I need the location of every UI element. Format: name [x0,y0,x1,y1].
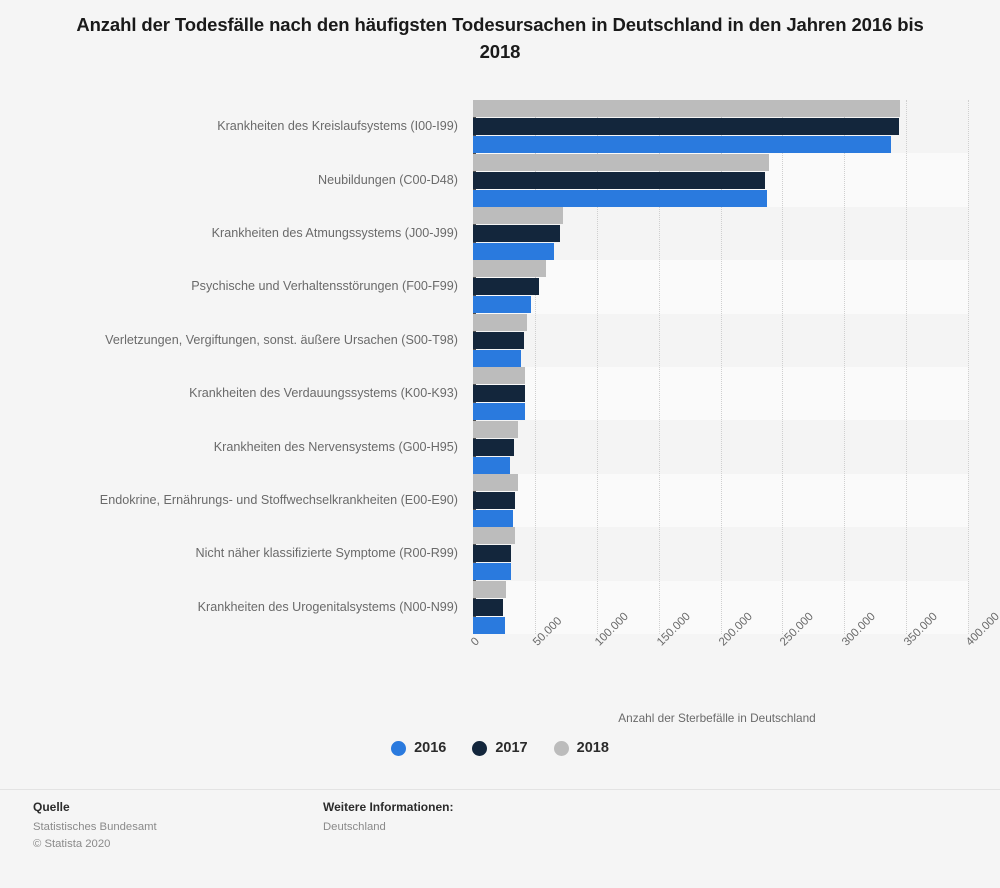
category-axis-labels: Krankheiten des Kreislaufsystems (I00-I9… [0,100,458,634]
additional-info-heading: Weitere Informationen: [323,800,454,814]
legend-label: 2017 [495,740,528,756]
gridline [782,100,784,634]
legend-swatch-icon [391,740,407,756]
bar-2018-8[interactable] [473,527,516,545]
value-axis-ticks: 0 50.000 100.000 150.000 200.000 250.000 300.0… [0,611,1000,704]
bar-2018-9[interactable] [473,580,507,598]
bar-2016-7[interactable] [473,510,513,527]
bar-2018-1[interactable] [473,153,769,171]
legend-swatch-icon [553,740,569,756]
gridline [720,100,722,634]
bar-2018-5[interactable] [473,367,525,385]
category-label: Nicht näher klassifizierte Symptome (R00… [195,546,458,561]
bar-2016-0[interactable] [473,136,892,154]
bar-2016-4[interactable] [473,349,522,367]
legend-item-2017[interactable]: 2017 [472,740,528,756]
gridline [968,100,969,634]
chart-title: Anzahl der Todesfälle nach den häufigste… [76,14,924,62]
category-label: Krankheiten des Urogenitalsystems (N00-N… [197,599,458,614]
gridline [906,100,908,634]
value-axis-title-text: Anzahl der Sterbefälle in Deutschland [618,711,816,725]
bar-2018-2[interactable] [473,207,564,224]
source-name: Statistisches Bundesamt [33,821,157,833]
bar-2018-0[interactable] [473,100,900,118]
footer-divider [0,789,1000,790]
category-label: Neubildungen (C00-D48) [317,172,458,187]
bar-2017-0[interactable] [473,118,900,136]
bar-2016-8[interactable] [473,563,511,581]
category-label: Krankheiten des Atmungssystems (J00-J99) [211,226,458,240]
additional-info-block: Weitere Informationen: Deutschland [323,800,453,836]
category-label: Krankheiten des Kreislaufsystems (I00-I9… [217,119,458,134]
bar-2017-8[interactable] [473,545,511,563]
gridline [658,100,660,634]
bar-2016-6[interactable] [473,456,511,474]
additional-info-value: Deutschland [323,821,386,833]
category-label: Verletzungen, Vergiftungen, sonst. äußer… [105,332,458,347]
source-block: Quelle Statistisches Bundesamt © Statist… [33,800,157,853]
legend-swatch-icon [472,740,488,756]
legend-label: 2018 [576,740,609,756]
bar-2017-7[interactable] [473,492,516,509]
bar-2018-4[interactable] [473,313,528,331]
bar-2016-1[interactable] [473,189,767,207]
gridline [534,100,536,634]
category-label: Psychische und Verhaltensstörungen (F00-… [191,279,458,294]
legend-item-2018[interactable]: 2018 [553,740,609,756]
bar-2018-7[interactable] [473,474,518,491]
source-heading: Quelle [33,800,70,814]
chart-footer: Quelle Statistisches Bundesamt © Statist… [0,800,1000,888]
bar-2018-3[interactable] [473,260,546,278]
bar-2017-6[interactable] [473,438,515,456]
category-label: Endokrine, Ernährungs- und Stoffwechselk… [99,493,458,507]
category-label: Krankheiten des Verdauungssystems (K00-K… [189,386,458,401]
bar-2018-6[interactable] [473,420,518,438]
bar-2017-2[interactable] [473,225,560,242]
bar-2016-5[interactable] [473,403,526,421]
category-label: Krankheiten des Nervensystems (G00-H95) [213,439,458,454]
bar-2017-1[interactable] [473,171,766,189]
bar-2017-4[interactable] [473,331,524,349]
legend-item-2016[interactable]: 2016 [391,740,446,756]
bar-2017-9[interactable] [473,598,504,616]
chart-plot-area: Krankheiten des Kreislaufsystems (I00-I9… [0,100,1000,634]
bar-2016-2[interactable] [473,243,554,260]
value-axis-title: Anzahl der Sterbefälle in Deutschland [0,711,1000,725]
copyright-text: © Statista 2020 [33,837,111,850]
value-axis-tick-label: 0 [469,635,483,649]
value-axis-line [473,100,476,634]
gridline [844,100,846,634]
bar-2017-3[interactable] [473,278,539,296]
bar-2016-9[interactable] [473,616,505,634]
bar-2017-5[interactable] [473,385,525,403]
gridline [596,100,598,634]
legend-label: 2016 [414,740,447,756]
chart-legend: 2016 2017 2018 [0,740,1000,756]
bar-2016-3[interactable] [473,296,532,314]
